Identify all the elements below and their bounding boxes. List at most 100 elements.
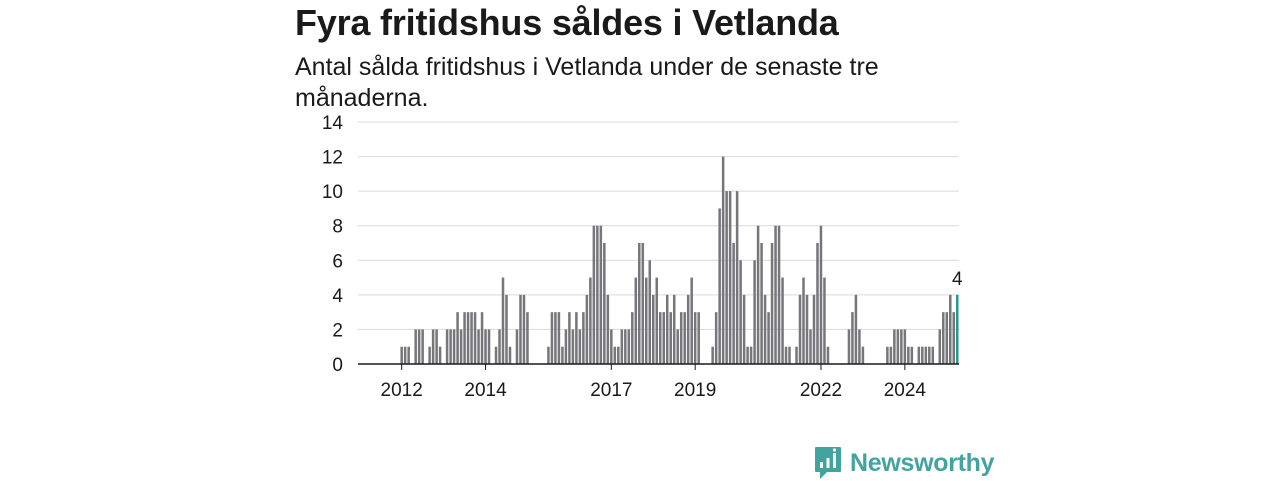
bar [620,329,624,364]
bar [463,312,466,364]
newsworthy-brand[interactable]: Newsworthy [814,445,995,481]
bar [728,191,732,364]
bar [470,312,473,364]
bar [575,312,578,364]
bar [802,277,805,364]
bar [721,156,725,364]
bar [431,329,435,364]
bar [805,294,809,364]
bar [763,294,767,364]
bar [854,294,858,364]
bar [589,277,592,364]
data-labels: 4 [952,269,963,290]
bar [648,260,652,364]
bar [945,312,949,364]
bar [907,346,910,364]
y-tick-label: 0 [332,355,343,376]
bar [809,329,812,364]
bar [774,225,777,364]
bar [498,329,501,364]
bar [718,208,721,364]
bar [428,346,431,364]
bar [550,312,554,364]
bar [917,346,921,364]
bar [669,312,672,364]
bar [858,329,861,364]
bar [812,294,816,364]
bar [526,312,529,364]
bar [693,312,697,364]
bar [851,312,854,364]
bar [564,329,568,364]
bar [435,329,438,364]
bar [697,312,700,364]
x-tick-label: 2019 [674,380,716,401]
bar [582,312,585,364]
bar [547,346,550,364]
bar [610,329,613,364]
x-tick-label: 2014 [464,380,507,401]
bar [679,312,683,364]
bar [473,312,477,364]
bar [735,191,739,364]
y-tick-label: 12 [322,148,343,169]
y-tick-label: 8 [332,217,343,238]
bar [417,329,421,364]
bar [508,346,512,364]
bar [742,294,746,364]
bar [711,346,714,364]
bar [568,312,571,364]
x-tick-label: 2012 [381,380,423,401]
bar [672,294,676,364]
bar [634,277,638,364]
bar [949,294,952,364]
bar [631,312,634,364]
bar [756,225,760,364]
y-axis-ticks: 0 2 4 6 8 10 12 14 [322,113,344,376]
bar [585,294,589,364]
bar [767,312,770,364]
bar [624,329,627,364]
bar [407,346,410,364]
highlight-value-label: 4 [952,269,963,290]
bar [795,346,798,364]
bar [487,329,491,364]
bar [746,346,749,364]
bar [554,312,557,364]
bar [861,346,865,364]
bar [924,346,928,364]
bar [519,294,522,364]
bar [760,243,763,364]
bar [896,329,900,364]
bar [938,329,942,364]
bar [886,346,889,364]
bar [725,191,728,364]
bar [522,294,526,364]
newsworthy-logo-icon [815,447,841,479]
bar [900,329,903,364]
bar [445,329,449,364]
bar [403,346,407,364]
bar [753,260,756,364]
bar [690,277,693,364]
bar [578,329,582,364]
bar [449,329,452,364]
bar [655,277,659,364]
bar [662,312,665,364]
bar [739,260,742,364]
bar [781,277,784,364]
bar [613,346,617,364]
bar [683,312,686,364]
bar-highlight [955,294,959,364]
grid-lines [358,121,959,330]
y-tick-label: 2 [332,320,343,341]
y-tick-label: 4 [332,286,343,307]
bar [596,225,599,364]
bar [421,329,424,364]
bar [714,312,718,364]
bar [456,312,459,364]
bar [921,346,924,364]
bar [400,346,403,364]
bar [826,346,830,364]
bars [400,156,959,364]
